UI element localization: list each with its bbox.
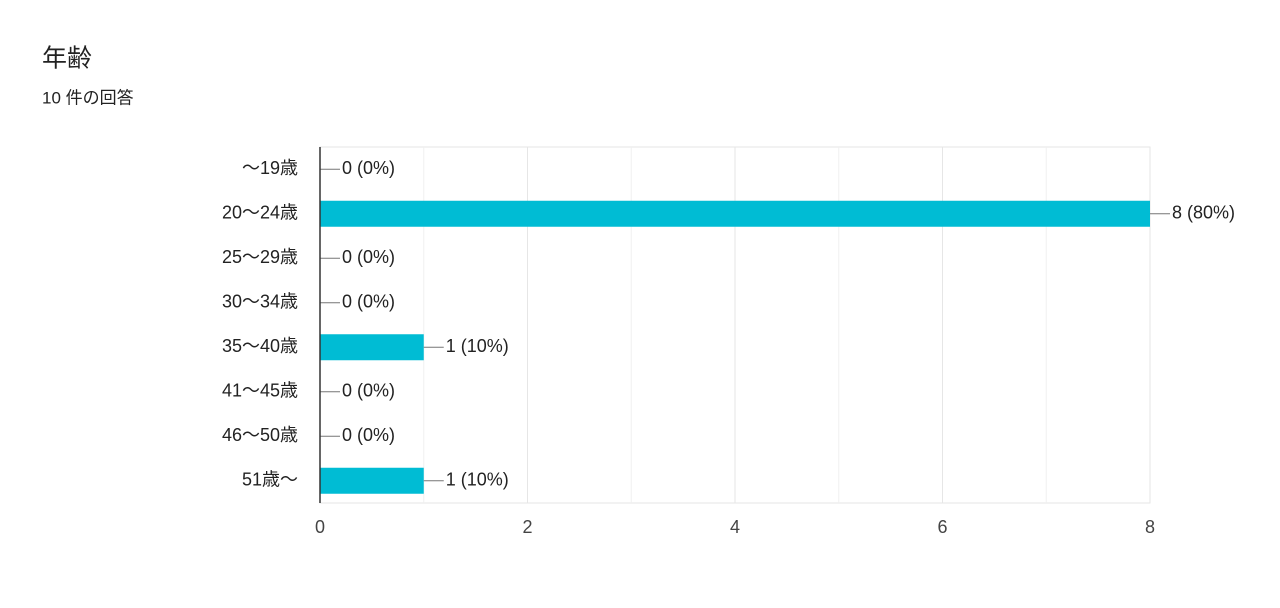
- value-label: 1 (10%): [446, 470, 509, 490]
- x-tick-label: 6: [937, 517, 947, 537]
- y-tick-label: 41〜45歳: [222, 381, 298, 401]
- chart-title: 年齢: [42, 45, 92, 73]
- y-tick-label: 46〜50歳: [222, 425, 298, 445]
- y-tick-label: 〜19歳: [242, 158, 298, 178]
- bar: [320, 467, 424, 494]
- value-label: 0 (0%): [342, 158, 395, 178]
- value-label: 0 (0%): [342, 425, 395, 445]
- x-tick-label: 8: [1145, 517, 1155, 537]
- y-tick-label: 20〜24歳: [222, 203, 298, 223]
- value-label: 0 (0%): [342, 292, 395, 312]
- y-tick-label: 35〜40歳: [222, 336, 298, 356]
- chart-subtitle: 10 件の回答: [42, 88, 134, 107]
- y-tick-label: 30〜34歳: [222, 292, 298, 312]
- bar: [320, 200, 1150, 227]
- value-label: 0 (0%): [342, 247, 395, 267]
- bar: [320, 334, 424, 361]
- value-label: 8 (80%): [1172, 203, 1235, 223]
- y-tick-label: 25〜29歳: [222, 247, 298, 267]
- value-label: 0 (0%): [342, 381, 395, 401]
- value-label: 1 (10%): [446, 336, 509, 356]
- x-tick-label: 0: [315, 517, 325, 537]
- x-tick-label: 4: [730, 517, 740, 537]
- x-tick-label: 2: [522, 517, 532, 537]
- y-tick-label: 51歳〜: [242, 470, 298, 490]
